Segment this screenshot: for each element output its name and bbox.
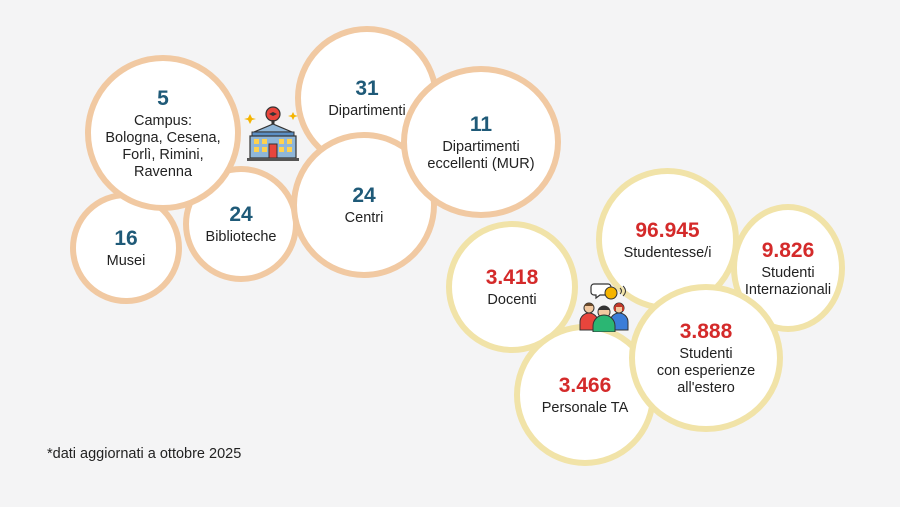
stat-number: 31 [355, 77, 379, 100]
stat-number: 5 [157, 86, 169, 110]
stat-number: 24 [352, 184, 376, 207]
stat-label: Dipartimenti [328, 103, 406, 119]
stat-label: Centri [344, 210, 384, 226]
stat-campus: 5 Campus: Bologna, Cesena, Forlì, Rimini… [85, 55, 241, 211]
stat-label: Campus: Bologna, Cesena, Forlì, Rimini, … [105, 112, 221, 180]
stat-number: 3.888 [679, 320, 733, 343]
stat-label: Biblioteche [205, 229, 277, 245]
stat-number: 96.945 [635, 218, 700, 242]
stat-label: Docenti [487, 292, 537, 308]
stat-label: Studenti Internazionali [744, 264, 832, 298]
stat-number: 3.466 [558, 374, 612, 397]
stat-dipartimenti-eccellenti: 11 Dipartimenti eccellenti (MUR) [401, 66, 561, 218]
university-building-icon [244, 106, 299, 161]
stat-number: 16 [114, 227, 138, 250]
stat-label: Studenti con esperienze all'estero [656, 346, 756, 396]
stat-number: 24 [229, 203, 253, 226]
stat-number: 11 [469, 112, 493, 136]
stat-label: Studentesse/i [623, 244, 712, 261]
stat-studenti-internazionali: 9.826 Studenti Internazionali [731, 204, 845, 332]
stat-studenti-estero: 3.888 Studenti con esperienze all'estero [629, 284, 783, 432]
footnote: *dati aggiornati a ottobre 2025 [47, 446, 242, 462]
stat-number: 3.418 [485, 266, 539, 289]
stat-docenti: 3.418 Docenti [446, 221, 578, 353]
people-group-icon [579, 283, 629, 332]
stat-label: Musei [106, 253, 146, 269]
stat-label: Dipartimenti eccellenti (MUR) [427, 138, 535, 172]
stat-number: 9.826 [761, 238, 815, 262]
stat-label: Personale TA [541, 400, 629, 416]
